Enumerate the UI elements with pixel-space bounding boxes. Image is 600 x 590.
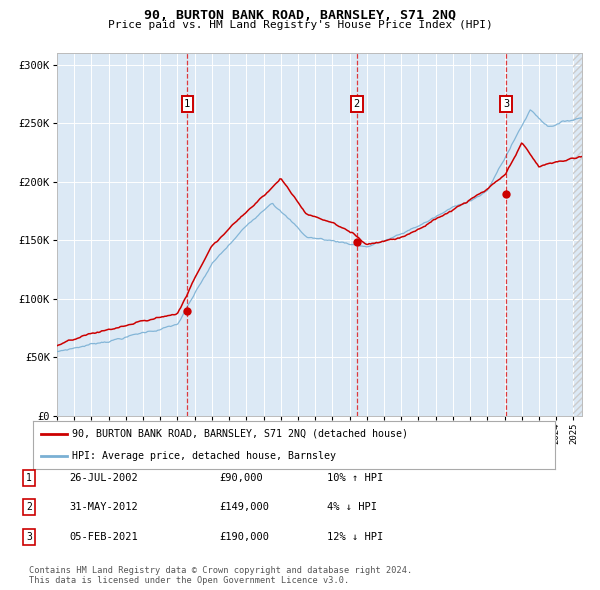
Text: Contains HM Land Registry data © Crown copyright and database right 2024.
This d: Contains HM Land Registry data © Crown c… (29, 566, 412, 585)
Text: 3: 3 (26, 532, 32, 542)
Text: £149,000: £149,000 (219, 503, 269, 512)
Text: 05-FEB-2021: 05-FEB-2021 (69, 532, 138, 542)
Text: 1: 1 (26, 473, 32, 483)
Text: £90,000: £90,000 (219, 473, 263, 483)
Text: 10% ↑ HPI: 10% ↑ HPI (327, 473, 383, 483)
Text: £190,000: £190,000 (219, 532, 269, 542)
Text: Price paid vs. HM Land Registry's House Price Index (HPI): Price paid vs. HM Land Registry's House … (107, 20, 493, 30)
Text: 26-JUL-2002: 26-JUL-2002 (69, 473, 138, 483)
Text: 31-MAY-2012: 31-MAY-2012 (69, 503, 138, 512)
Text: 1: 1 (184, 99, 190, 109)
Text: HPI: Average price, detached house, Barnsley: HPI: Average price, detached house, Barn… (72, 451, 336, 461)
Text: 90, BURTON BANK ROAD, BARNSLEY, S71 2NQ: 90, BURTON BANK ROAD, BARNSLEY, S71 2NQ (144, 9, 456, 22)
Text: 90, BURTON BANK ROAD, BARNSLEY, S71 2NQ (detached house): 90, BURTON BANK ROAD, BARNSLEY, S71 2NQ … (72, 429, 408, 439)
Bar (574, 53, 582, 416)
Text: 12% ↓ HPI: 12% ↓ HPI (327, 532, 383, 542)
Text: 4% ↓ HPI: 4% ↓ HPI (327, 503, 377, 512)
Text: 2: 2 (26, 503, 32, 512)
Text: 3: 3 (503, 99, 509, 109)
Text: 2: 2 (354, 99, 360, 109)
